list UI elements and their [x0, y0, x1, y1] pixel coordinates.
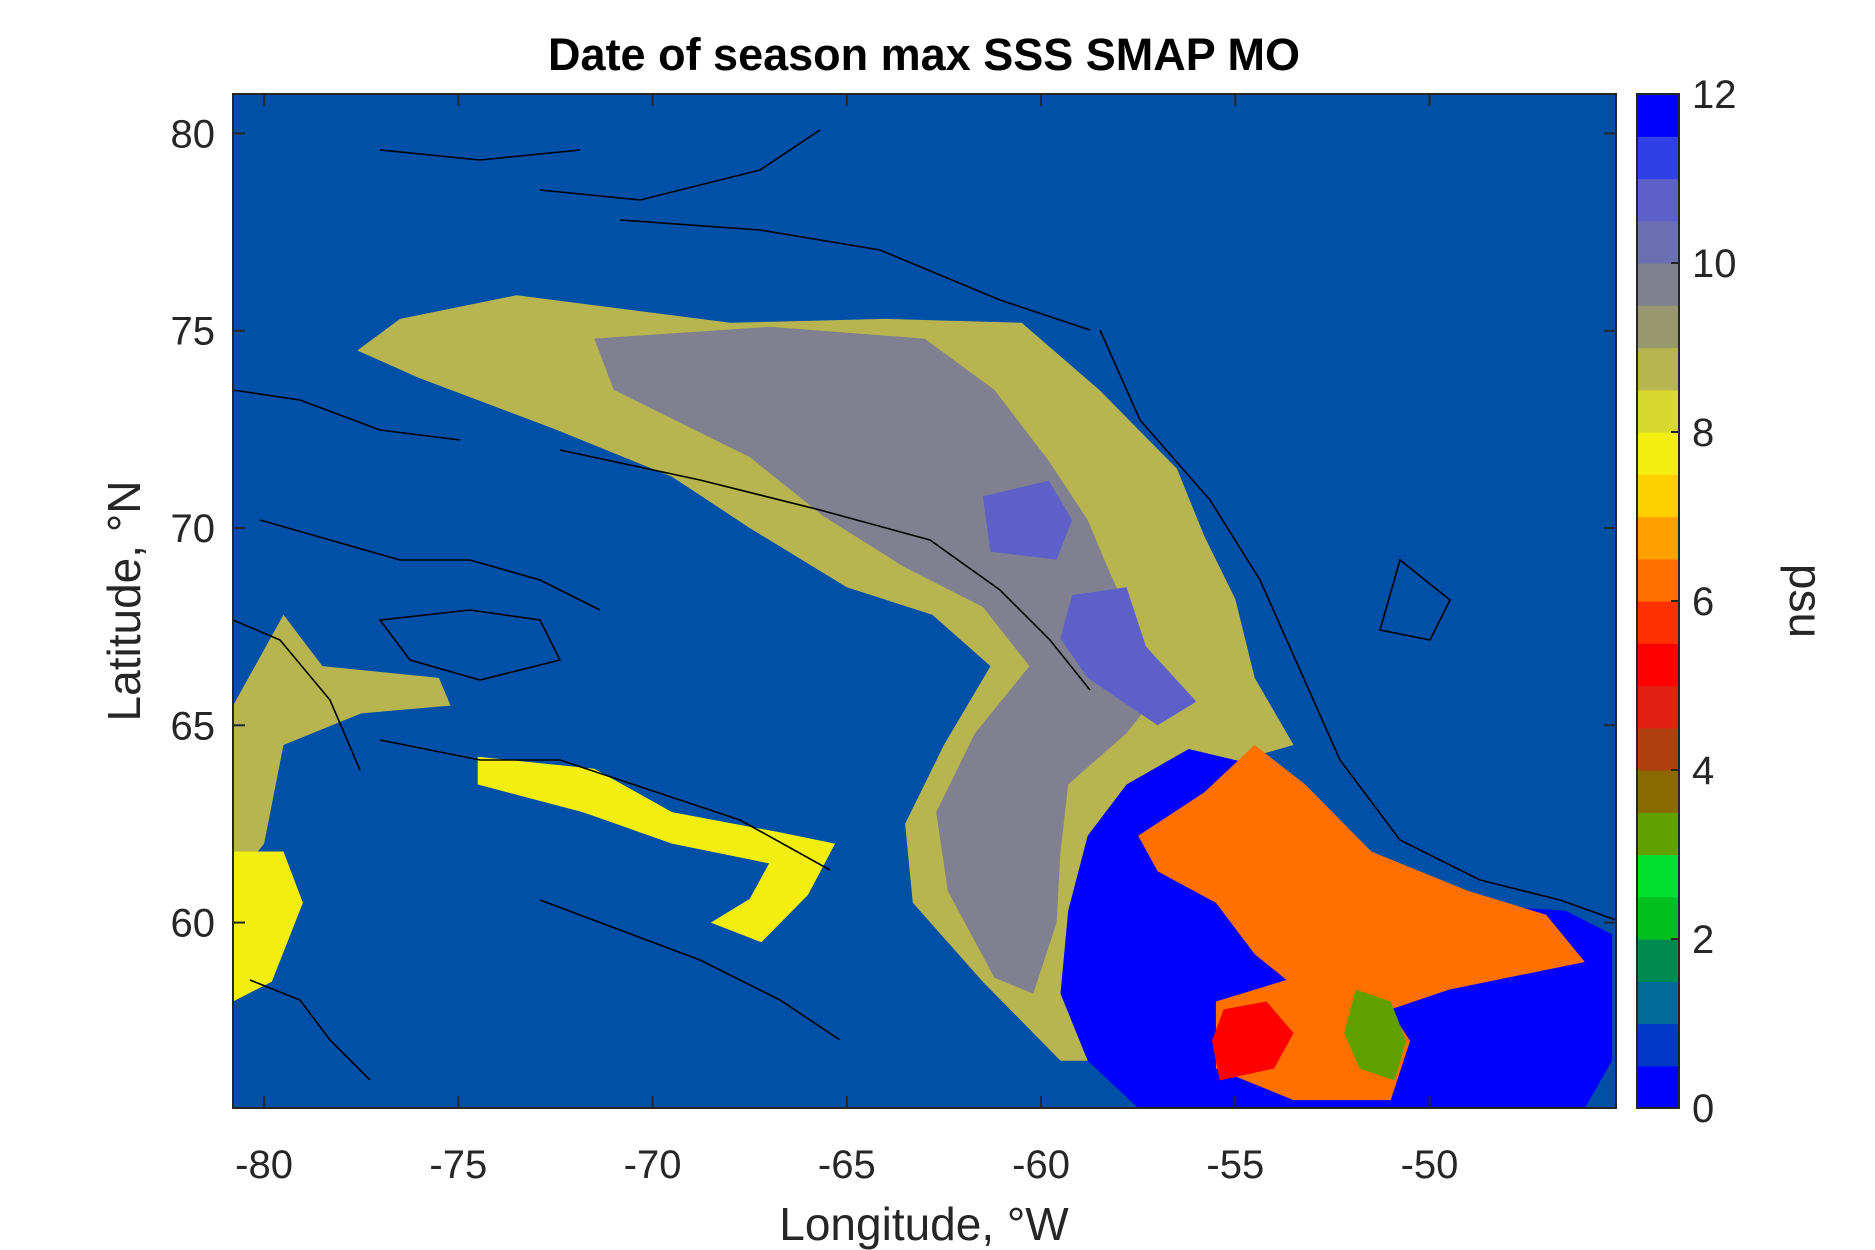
colorbar-tick-label: 10: [1692, 242, 1737, 286]
colorbar-cell: [1637, 812, 1679, 856]
colorbar-cell: [1637, 1065, 1679, 1109]
y-tick-label: 70: [171, 507, 216, 551]
colorbar-cell: [1637, 474, 1679, 518]
colorbar-label: psu: [1780, 564, 1832, 638]
y-tick-label: 65: [171, 704, 216, 748]
colorbar-tick-label: 0: [1692, 1087, 1714, 1131]
heatmap-region-8: [1060, 587, 1197, 726]
colorbar-cell: [1637, 432, 1679, 475]
plot-frame: [232, 93, 1617, 1109]
colorbar-cell: [1637, 770, 1679, 813]
y-axis: 60 65 70 75 80: [171, 112, 1616, 946]
heatmap-region-5: [1212, 1001, 1294, 1081]
plot-area: [232, 93, 1617, 1109]
colorbar-cell: [1637, 305, 1679, 349]
x-tick-label: -60: [1012, 1143, 1070, 1187]
colorbar-tick-label: 12: [1692, 73, 1737, 117]
heatmap-regions: [233, 295, 1613, 1108]
colorbar-cell: [1637, 220, 1679, 264]
heatmap-region-10: [233, 614, 451, 884]
y-tick-label: 60: [171, 902, 216, 946]
x-tick-label: -70: [624, 1143, 682, 1187]
colorbar-cell: [1637, 601, 1679, 644]
colorbar-cell: [1637, 981, 1679, 1025]
x-tick-label: -55: [1206, 1143, 1264, 1187]
colorbar-cell: [1637, 136, 1679, 180]
x-tick-label: -75: [429, 1143, 487, 1187]
colorbar-tick-label: 6: [1692, 580, 1714, 624]
colorbar-tick-label: 8: [1692, 411, 1714, 455]
heatmap-region-11: [233, 851, 303, 1002]
colorbar-cell: [1637, 516, 1679, 560]
x-tick-label: -50: [1401, 1143, 1459, 1187]
colorbar-cell: [1637, 643, 1679, 687]
x-tick-label: -65: [818, 1143, 876, 1187]
x-axis: -80 -75 -70 -65 -60 -55 -50: [235, 94, 1458, 1187]
colorbar-cell: [1637, 727, 1679, 771]
colorbar-cell: [1637, 558, 1679, 602]
x-axis-label: Longitude, °W: [779, 1198, 1069, 1250]
colorbar-cell: [1637, 263, 1679, 306]
colorbar-cell: [1637, 347, 1679, 391]
colorbar-cell: [1637, 685, 1679, 729]
colorbar-cell: [1637, 178, 1679, 222]
colorbar: 0 2 4 6 8 10 12 psu: [1636, 73, 1832, 1131]
y-tick-label: 75: [171, 310, 216, 354]
colorbar-cell: [1637, 939, 1679, 982]
colorbar-tick-label: 2: [1692, 918, 1714, 962]
colorbar-cell: [1637, 1023, 1679, 1067]
y-tick-label: 80: [171, 112, 216, 156]
chart-title: Date of season max SSS SMAP MO: [548, 29, 1300, 80]
colorbar-cell: [1637, 389, 1679, 433]
x-tick-label: -80: [235, 1143, 293, 1187]
heatmap-region-7: [982, 480, 1073, 560]
heatmap-region-9: [477, 756, 836, 943]
heatmap-region-3: [1138, 745, 1585, 1010]
colorbar-ticks: 0 2 4 6 8 10 12: [1671, 73, 1737, 1131]
colorbar-tick-label: 4: [1692, 749, 1714, 793]
heatmap-region-6: [1344, 989, 1407, 1081]
colorbar-cell: [1637, 94, 1679, 137]
colorbar-cell: [1637, 896, 1679, 940]
colorbar-gradient: [1637, 94, 1679, 1109]
colorbar-cell: [1637, 854, 1679, 898]
coastlines: [233, 129, 1616, 1081]
y-axis-label: Latitude, °N: [98, 481, 150, 722]
